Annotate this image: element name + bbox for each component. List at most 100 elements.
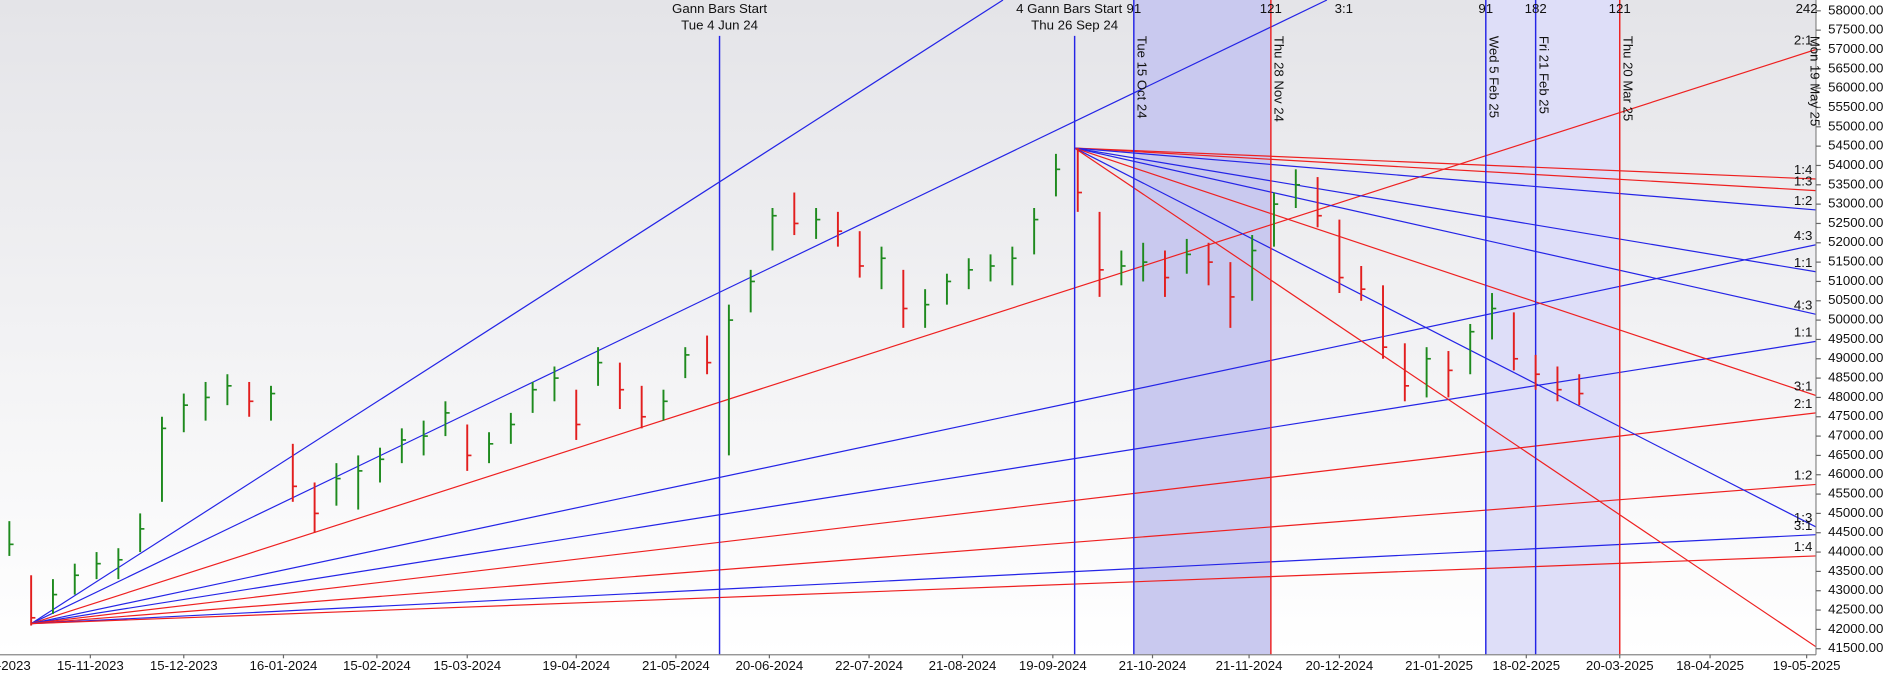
y-tick-label: 53000.00	[1828, 196, 1883, 211]
marker-count: 91	[1478, 1, 1493, 16]
x-axis-panel	[0, 654, 1816, 681]
x-tick-label: 15-11-2023	[57, 658, 124, 673]
y-axis-panel	[1815, 0, 1892, 681]
x-tick-label: 19-05-2025	[1773, 658, 1841, 673]
y-tick-label: 54500.00	[1828, 138, 1883, 153]
shaded-region	[1485, 0, 1620, 655]
y-tick-label: 51000.00	[1828, 273, 1883, 288]
marker-label: Tue 4 Jun 24	[681, 18, 758, 33]
y-tick-label: 52500.00	[1828, 215, 1883, 230]
x-tick-label: 20-12-2024	[1306, 658, 1374, 673]
x-tick-label: 21-11-2024	[1216, 658, 1283, 673]
fan-label: 4	[1016, 1, 1023, 16]
y-tick-label: 43500.00	[1828, 563, 1883, 578]
x-tick-label: 16-01-2024	[250, 658, 318, 673]
gann-fan-line	[31, 244, 1816, 625]
gann-fan-line	[1074, 147, 1816, 273]
y-tick-label: 55500.00	[1828, 99, 1883, 114]
marker-count: 91	[1126, 1, 1141, 16]
fan-label: 1:3	[1794, 174, 1812, 189]
y-tick-label: 50500.00	[1828, 292, 1883, 307]
y-tick-label: 54000.00	[1828, 157, 1883, 172]
y-tick-label: 45500.00	[1828, 486, 1883, 501]
y-tick-label: 56500.00	[1828, 60, 1883, 75]
x-tick-label: 21-10-2024	[1119, 658, 1187, 673]
x-tick-label: 18-02-2025	[1492, 658, 1560, 673]
fan-label: 4:3	[1794, 228, 1812, 243]
y-tick-label: 58000.00	[1828, 2, 1883, 17]
gann-fan-line	[31, 555, 1816, 625]
fan-label: 1:2	[1794, 468, 1812, 483]
gann-fan-line	[1074, 147, 1816, 648]
marker-label: Fri 21 Feb 25	[1536, 36, 1551, 114]
x-tick-label: 20-06-2024	[735, 658, 803, 673]
x-tick-label: 15-12-2023	[150, 658, 218, 673]
y-tick-label: 43000.00	[1828, 582, 1883, 597]
marker-label: Mon 19 May 25	[1807, 36, 1822, 126]
x-tick-label: 19-04-2024	[542, 658, 610, 673]
x-tick-label: 18-04-2025	[1676, 658, 1744, 673]
fan-label: 3:1	[1794, 518, 1812, 533]
fan-label: 2:1	[1794, 396, 1812, 411]
y-tick-label: 46000.00	[1828, 466, 1883, 481]
annotations: 4 3:12:14:31:12:11:23:11:41:41:31:21:14:3…	[672, 1, 1822, 554]
y-tick-label: 46500.00	[1828, 447, 1883, 462]
gann-fan-line	[30, 48, 1816, 625]
fan-label: 1:1	[1794, 255, 1812, 270]
y-tick-label: 53500.00	[1828, 176, 1883, 191]
y-tick-label: 44000.00	[1828, 544, 1883, 559]
gann-fan-line	[1074, 147, 1816, 315]
y-tick-label: 57000.00	[1828, 41, 1883, 56]
marker-label: Thu 26 Sep 24	[1031, 18, 1118, 33]
price-bars	[8, 148, 1584, 626]
gann-fan-line	[30, 0, 1328, 625]
y-tick-label: 48000.00	[1828, 389, 1883, 404]
y-tick-label: 52000.00	[1828, 234, 1883, 249]
marker-count: 182	[1525, 1, 1547, 16]
fan-label: 1:4	[1794, 539, 1812, 554]
gann-fan-line	[31, 340, 1816, 625]
marker-title: Gann Bars Start	[1027, 1, 1122, 16]
x-tick-label: 15-02-2024	[343, 658, 411, 673]
gann-fan-line	[31, 412, 1816, 625]
shaded-region	[1133, 0, 1271, 655]
x-tick-label: 19-09-2024	[1019, 658, 1087, 673]
marker-count: 242	[1796, 1, 1818, 16]
fan-label: 3:1	[1335, 1, 1353, 16]
fan-label: 3:1	[1794, 379, 1812, 394]
fan-label: 1:1	[1794, 325, 1812, 340]
y-tick-label: 56000.00	[1828, 80, 1883, 95]
x-tick-label: 15-03-2024	[433, 658, 501, 673]
x-tick-label: 16-10-2023	[0, 658, 31, 673]
marker-lines	[718, 0, 1621, 655]
gann-fan-line	[1074, 147, 1816, 528]
y-tick-label: 41500.00	[1828, 640, 1883, 655]
y-tick-label: 44500.00	[1828, 524, 1883, 539]
y-tick-label: 47000.00	[1828, 428, 1883, 443]
y-tick-label: 48500.00	[1828, 370, 1883, 385]
y-tick-label: 49500.00	[1828, 331, 1883, 346]
gann-fan-line	[31, 534, 1816, 625]
marker-label: Thu 20 Mar 25	[1620, 36, 1635, 121]
marker-count: 121	[1260, 1, 1282, 16]
y-tick-label: 55000.00	[1828, 118, 1883, 133]
x-tick-label: 21-05-2024	[642, 658, 710, 673]
fan-label: 2:1	[1794, 33, 1812, 48]
gann-fans	[30, 0, 1816, 648]
y-tick-label: 45000.00	[1828, 505, 1883, 520]
gann-fan-line	[1074, 147, 1816, 211]
gann-fan-line	[1074, 147, 1816, 192]
gann-fan-line	[30, 0, 1004, 625]
marker-label: Thu 28 Nov 24	[1272, 36, 1287, 122]
y-tick-label: 51500.00	[1828, 254, 1883, 269]
fan-label: 1:3	[1794, 510, 1812, 525]
x-tick-label: 20-03-2025	[1586, 658, 1654, 673]
y-tick-label: 42500.00	[1828, 602, 1883, 617]
y-tick-label: 42000.00	[1828, 621, 1883, 636]
marker-count: 121	[1609, 1, 1631, 16]
gann-fan-line	[1074, 147, 1816, 397]
y-tick-label: 49000.00	[1828, 350, 1883, 365]
y-tick-label: 50000.00	[1828, 312, 1883, 327]
marker-title: Gann Bars Start	[672, 1, 767, 16]
x-tick-label: 21-01-2025	[1405, 658, 1473, 673]
